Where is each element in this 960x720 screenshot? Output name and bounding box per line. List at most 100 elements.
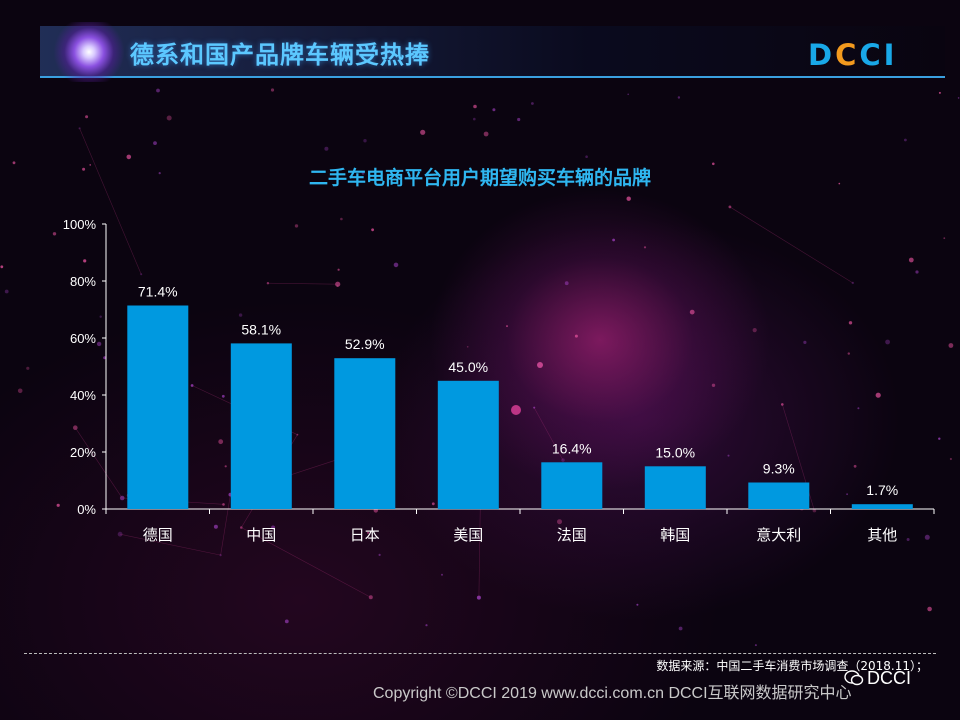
star-dot [812,508,817,513]
bar-1 [127,305,189,509]
star-dot [915,270,919,274]
x-category-label: 其他 [867,526,897,544]
star-dot [224,465,227,468]
star-dot [371,228,374,232]
star-dot [473,104,477,109]
star-dot [218,439,224,445]
star-link [533,407,564,461]
star-dot [803,340,807,344]
star-dot [957,97,960,99]
page-title: 德系和国产品牌车辆受热捧 [130,41,430,69]
star-dot [752,328,757,333]
star-dot [938,437,941,440]
star-link [79,128,142,275]
bar-7 [748,482,810,509]
star-dot [4,289,9,294]
star-dot [126,154,132,160]
x-category-label: 中国 [246,526,276,544]
star-dot [82,167,86,171]
star-dot [612,238,615,242]
star-dot [12,161,16,165]
x-category-label: 德国 [143,526,173,544]
y-tick-label: 40% [70,388,96,403]
star-dot [533,406,536,409]
star-dot [441,573,443,576]
star-dot [943,237,946,240]
star-dot [677,96,681,99]
star-dot [73,425,78,431]
star-dot [585,155,588,158]
star-dot [466,346,469,348]
star-dot [238,313,243,317]
star-link [120,533,221,556]
star-dot [531,102,534,105]
star-dot [848,321,853,325]
bar-value-label: 71.4% [138,284,178,300]
star-dot [368,595,373,600]
star-dot [431,502,435,506]
star-link [241,527,371,598]
star-dot [190,384,194,387]
star-dot [711,383,716,387]
star-dot [949,457,953,461]
x-category-label: 法国 [557,526,587,544]
star-dot [363,139,367,143]
bar-value-label: 45.0% [448,359,488,375]
star-dot [857,407,860,410]
star-link [729,206,853,284]
star-dot [875,392,881,398]
bar-value-label: 58.1% [241,321,281,337]
star-dot [296,433,299,436]
star-dot [574,334,578,338]
star-dot [906,538,910,541]
star-dot [557,519,562,525]
y-tick-label: 60% [70,331,96,346]
star-dot [853,464,857,468]
star-dot [517,117,521,122]
star-dot [689,309,695,315]
star-dot [846,493,848,496]
star-dot [99,315,102,318]
star-dot [96,341,102,347]
star-dot [83,259,87,263]
copyright-text: Copyright ©DCCI 2019 www.dcci.com.cn DCC… [373,685,852,702]
bar-value-label: 15.0% [655,444,695,460]
star-dot [284,619,289,624]
footer-divider [24,653,936,654]
x-category-label: 意大利 [756,526,801,544]
star-link [75,427,123,499]
star-dot [335,281,341,287]
star-dot [213,524,218,529]
header-bar [40,26,945,78]
x-category-label: 韩国 [660,526,690,544]
y-tick-label: 20% [70,445,96,460]
star-dot [266,282,270,285]
glowing-orb-icon [50,22,128,82]
star-dot [938,91,941,94]
star-dot [425,624,428,627]
star-link [220,494,231,556]
star-dot [564,281,569,286]
bar-6 [644,466,706,510]
star-dot [78,127,81,130]
star-dot [85,115,89,119]
star-dot [636,603,639,606]
star-dot [781,403,784,406]
bar-8 [851,504,913,509]
star-dot [158,172,161,175]
star-dot [140,273,143,276]
star-dot [506,325,508,328]
x-category-label: 日本 [350,526,380,544]
y-tick-label: 0% [77,502,96,517]
star-dot [712,162,715,166]
star-dot [221,394,225,398]
star-dot [156,88,160,93]
bar-value-label: 52.9% [345,336,385,352]
star-dot [378,553,381,557]
star-dot [393,262,399,268]
bar-3 [334,358,396,509]
star-dot [337,268,340,271]
star-dot [294,224,299,228]
star-dot [340,217,343,221]
